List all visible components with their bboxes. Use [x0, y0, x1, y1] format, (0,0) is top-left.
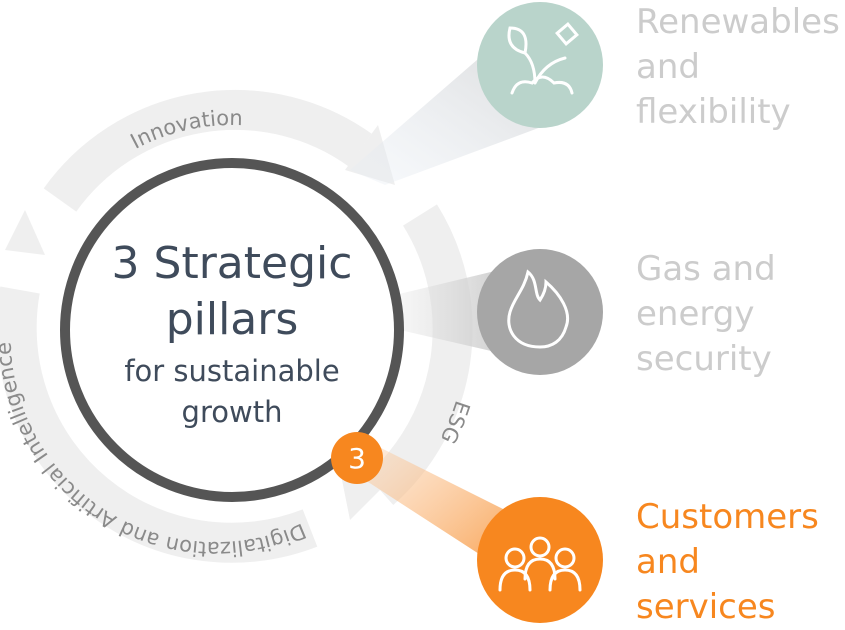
icon-part: [548, 568, 582, 592]
center-title: pillars: [166, 294, 299, 345]
pillar-label: services: [636, 587, 776, 627]
icon-part: [498, 568, 532, 592]
icon-part: [529, 536, 551, 558]
center-subtitle: growth: [182, 395, 283, 429]
icon-glyph: [507, 269, 569, 349]
cycle-ring: [0, 89, 473, 563]
pillar-label: and: [636, 47, 700, 87]
center-circle: [60, 158, 404, 502]
icon-part: [510, 75, 574, 95]
pillars: Renewables and flexibility Gas and energy sec…: [477, 2, 840, 627]
center-subtitle: for sustainable: [124, 354, 339, 388]
icon-part: [523, 557, 557, 581]
icon-part: [507, 269, 569, 349]
icon-part: [504, 547, 526, 569]
pillar-label: and: [636, 542, 700, 582]
pillar-icon: [477, 249, 603, 375]
badge-text: 3: [348, 442, 366, 475]
pillar-label: Renewables: [636, 2, 840, 42]
pillar-label: Gas and: [636, 249, 776, 289]
icon-glyph: [507, 22, 579, 95]
icon-part: [554, 547, 576, 569]
center-title: 3 Strategic: [112, 238, 353, 289]
icon-part: [523, 51, 567, 85]
pillar-label: energy: [636, 294, 754, 334]
badge: [331, 432, 383, 484]
pillar-label: flexibility: [636, 92, 791, 132]
icon-glyph: [498, 536, 582, 592]
ring-arrowhead: [5, 210, 45, 255]
pillar-label: security: [636, 339, 772, 379]
pillar-label: Customers: [636, 497, 819, 537]
pillar-icon: [477, 2, 603, 128]
icon-part: [507, 26, 528, 55]
icon-part: [555, 22, 579, 46]
